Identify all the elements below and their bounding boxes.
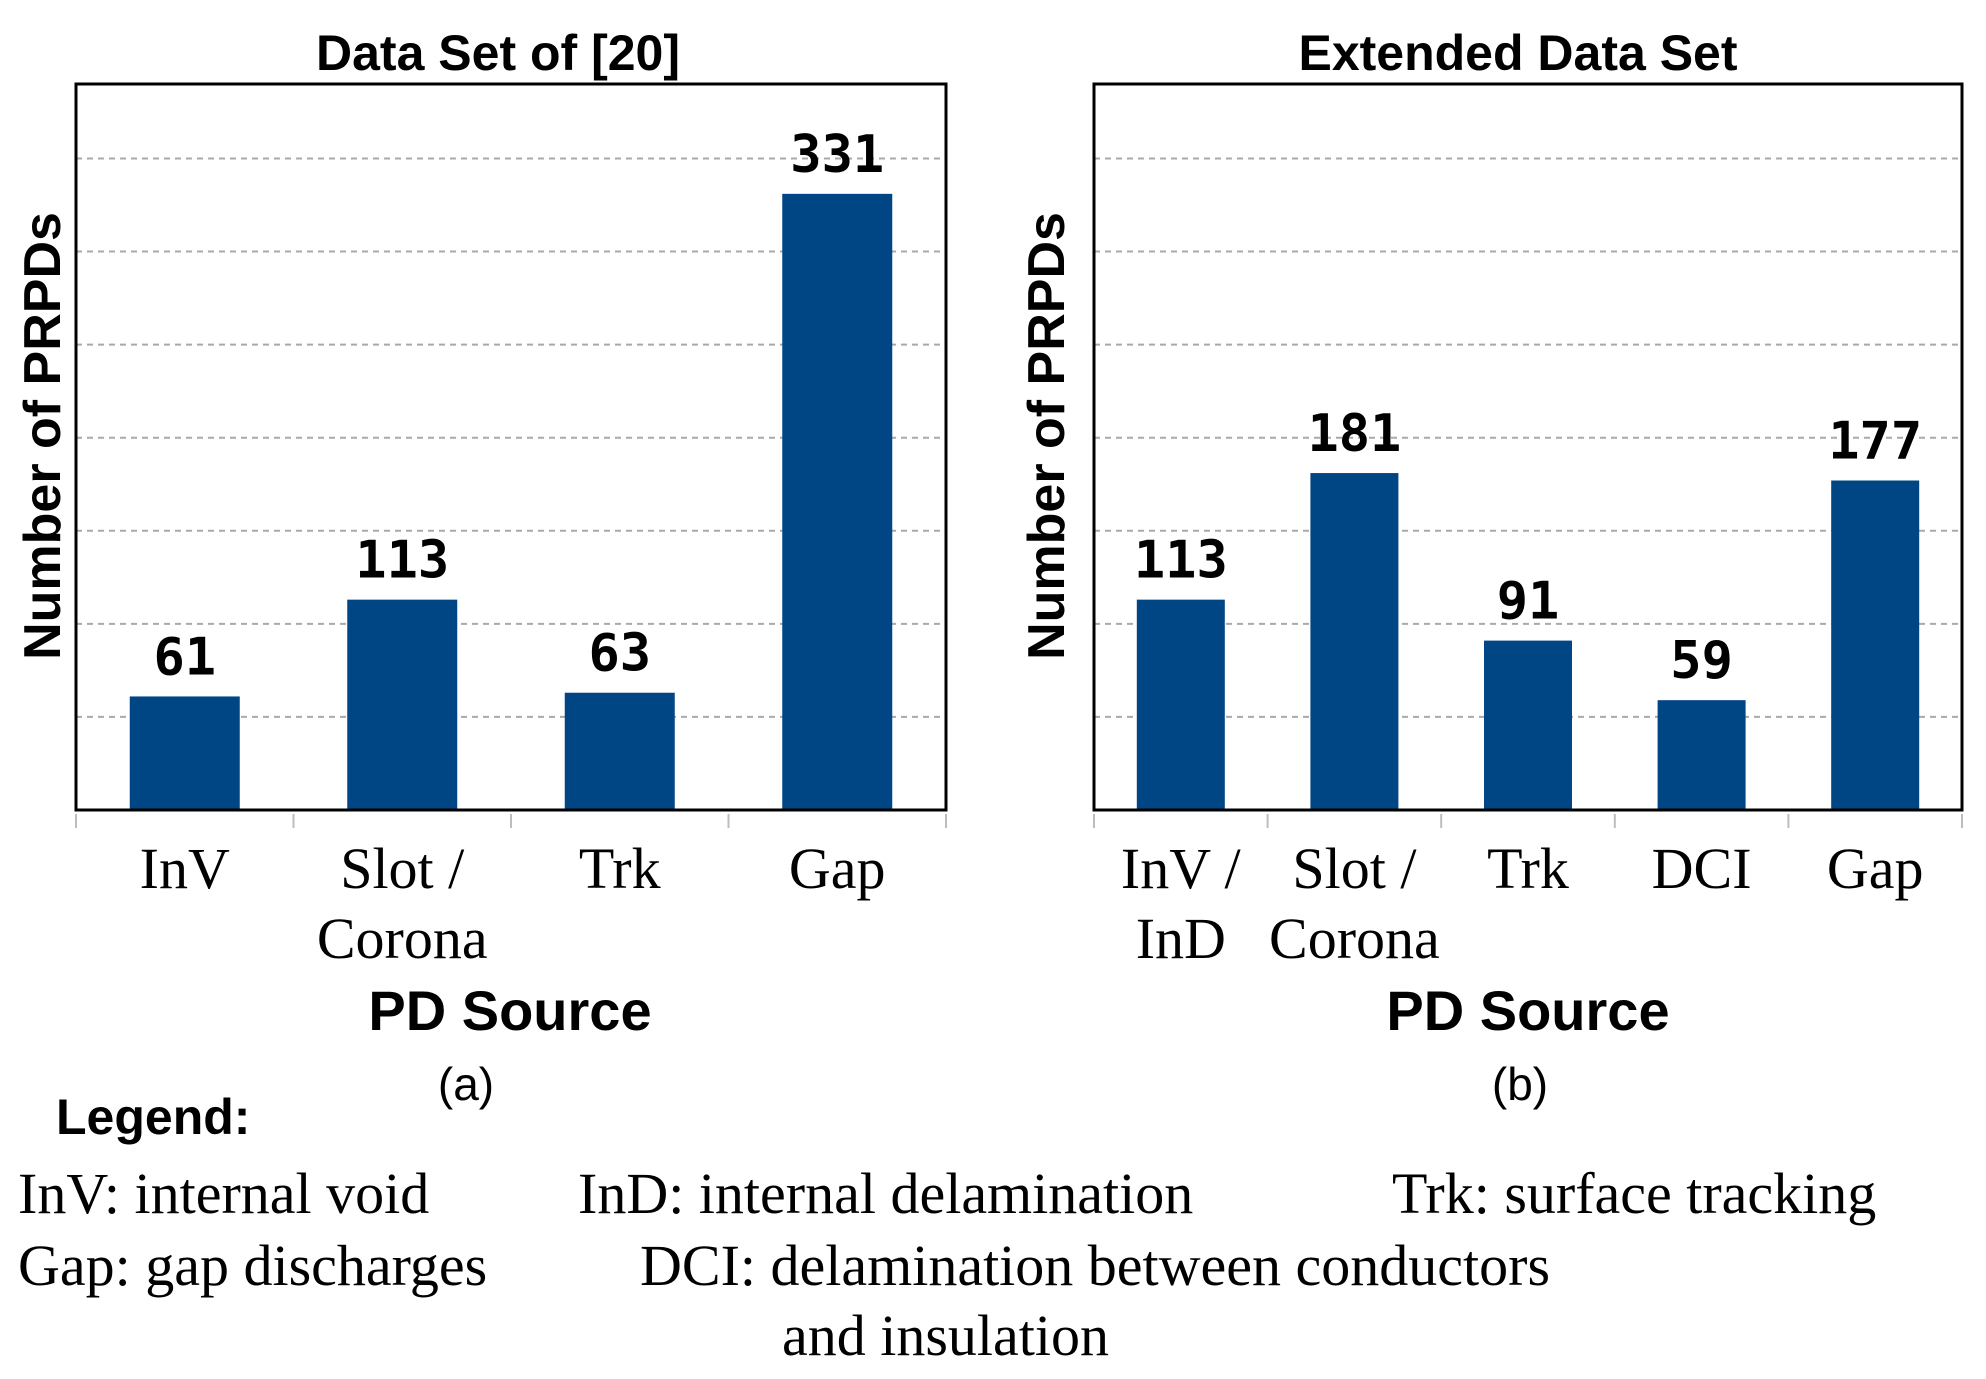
- chart-title-b: Extended Data Set: [1298, 25, 1737, 81]
- value-label-b-2: 91: [1497, 572, 1560, 632]
- x-tick-label-b-1-1: Corona: [1269, 906, 1440, 971]
- panel-caption-a: (a): [438, 1058, 494, 1110]
- x-tick-label-b-0-1: InD: [1136, 906, 1226, 971]
- legend-trk: Trk: surface tracking: [1392, 1161, 1877, 1226]
- x-tick-label-b-2-0: Trk: [1487, 836, 1569, 901]
- panel-caption-b: (b): [1492, 1058, 1548, 1110]
- value-label-b-0: 113: [1134, 531, 1228, 591]
- value-label-a-0: 61: [153, 627, 216, 687]
- bar-b-4: [1831, 480, 1920, 810]
- bar-b-3: [1657, 700, 1746, 810]
- legend-gap: Gap: gap discharges: [18, 1233, 488, 1298]
- y-axis-label-b: Number of PRPDs: [1018, 212, 1076, 660]
- x-tick-label-b-4-0: Gap: [1827, 836, 1924, 901]
- value-label-a-3: 331: [790, 125, 884, 185]
- x-tick-label-b-1-0: Slot /: [1292, 836, 1417, 901]
- legend-inv: InV: internal void: [18, 1161, 430, 1226]
- x-tick-label-a-0-0: InV: [140, 836, 230, 901]
- legend-title: Legend:: [56, 1089, 251, 1145]
- x-tick-label-a-2-0: Trk: [579, 836, 661, 901]
- x-tick-label-a-1-1: Corona: [317, 906, 488, 971]
- value-label-a-1: 113: [355, 531, 449, 591]
- bar-a-2: [564, 692, 675, 810]
- value-label-b-4: 177: [1828, 412, 1922, 472]
- plot-frame-a: [74, 82, 948, 812]
- legend-dci-cont: and insulation: [782, 1303, 1110, 1368]
- plot-frame-b: [1092, 82, 1964, 812]
- bar-a-0: [129, 696, 240, 810]
- chart-title-a: Data Set of [20]: [316, 25, 680, 81]
- x-axis-label-a: PD Source: [368, 979, 651, 1042]
- x-tick-label-b-0-0: InV /: [1121, 836, 1242, 901]
- value-label-b-1: 181: [1307, 404, 1401, 464]
- y-axis-label-a: Number of PRPDs: [14, 212, 72, 660]
- x-axis-label-b: PD Source: [1386, 979, 1669, 1042]
- value-label-b-3: 59: [1670, 631, 1733, 691]
- bar-b-1: [1310, 473, 1399, 810]
- x-tick-label-a-3-0: Gap: [789, 836, 886, 901]
- bar-b-0: [1136, 599, 1225, 810]
- bar-a-3: [782, 193, 893, 811]
- legend-ind: InD: internal delamination: [578, 1161, 1194, 1226]
- legend-dci: DCI: delamination between conductors: [640, 1233, 1551, 1298]
- bar-a-1: [347, 599, 458, 810]
- x-tick-label-a-1-0: Slot /: [340, 836, 465, 901]
- x-tick-label-b-3-0: DCI: [1652, 836, 1752, 901]
- bar-b-2: [1484, 640, 1572, 810]
- value-label-a-2: 63: [588, 624, 651, 684]
